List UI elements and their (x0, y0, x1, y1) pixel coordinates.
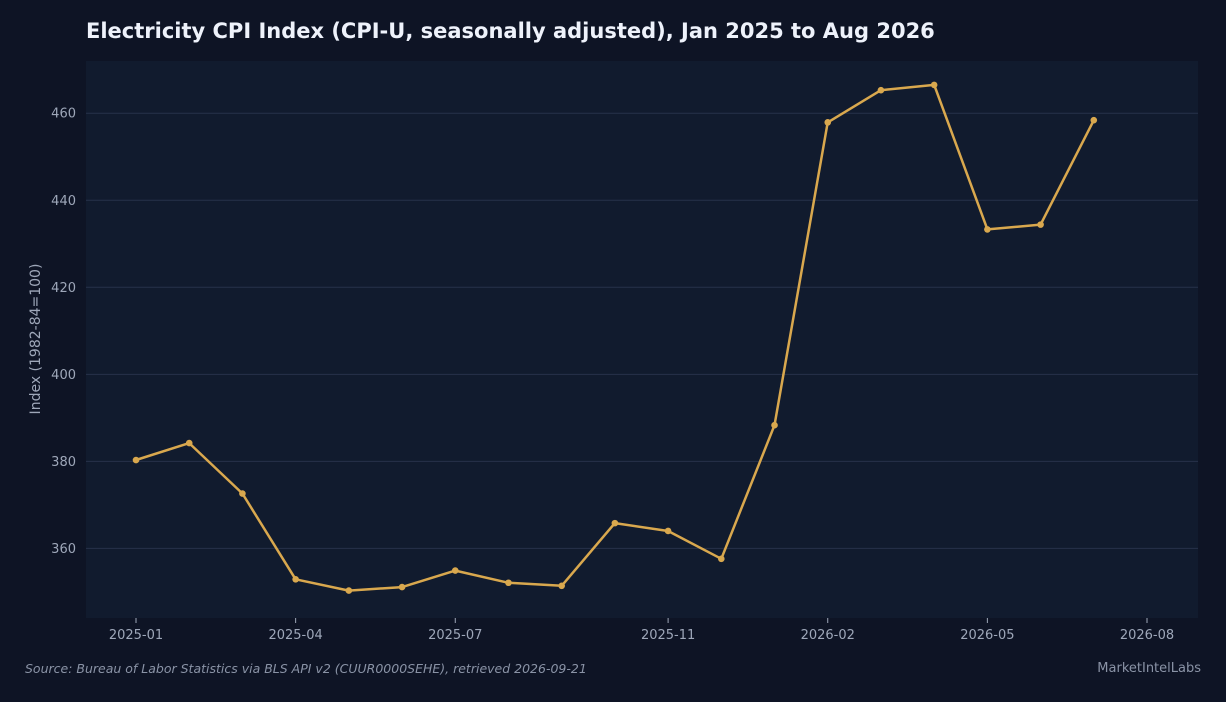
x-tick-label: 2026-05 (960, 628, 1014, 643)
chart-title: Electricity CPI Index (CPI-U, seasonally… (86, 19, 935, 43)
data-points (132, 81, 1098, 594)
data-point (185, 439, 193, 447)
y-tick-label: 460 (51, 107, 76, 122)
y-tick-label: 400 (51, 368, 76, 383)
data-point (984, 226, 991, 233)
y-tick-label: 440 (51, 194, 76, 209)
x-tick-label: 2025-01 (109, 628, 163, 643)
data-point (664, 527, 672, 535)
data-point (398, 583, 406, 591)
data-point (451, 567, 459, 574)
data-point (505, 579, 512, 587)
y-axis-label: Index (1982-84=100) (28, 264, 44, 415)
brand-label: MarketIntelLabs (1097, 661, 1201, 676)
data-point (877, 86, 885, 94)
data-point (611, 519, 619, 527)
data-point (718, 555, 725, 563)
data-point (345, 587, 353, 594)
grid-lines (86, 112, 1198, 549)
x-tick-label: 2025-11 (641, 628, 695, 643)
data-point (824, 119, 832, 126)
data-point (771, 421, 778, 429)
data-point (558, 582, 565, 590)
y-tick-label: 380 (51, 455, 76, 470)
x-tick-label: 2025-04 (268, 628, 322, 643)
x-tick-label: 2025-07 (428, 628, 482, 643)
data-point (292, 575, 299, 583)
y-tick-label: 420 (51, 281, 76, 296)
y-axis-ticks: 360 380 400 420 440 460 (51, 107, 76, 557)
plot-area (86, 61, 1198, 618)
source-note: Source: Bureau of Labor Statistics via B… (25, 661, 587, 676)
y-tick-label: 360 (51, 542, 76, 557)
x-axis-ticks: 2025-01 2025-04 2025-07 2025-11 2026-02 2026-… (109, 618, 1174, 643)
data-point (239, 490, 246, 497)
x-tick-label: 2026-08 (1120, 628, 1174, 643)
data-point (1090, 116, 1098, 124)
data-point (930, 81, 938, 89)
data-point (132, 456, 140, 464)
data-point (1037, 221, 1044, 228)
x-tick-label: 2026-02 (801, 628, 855, 643)
